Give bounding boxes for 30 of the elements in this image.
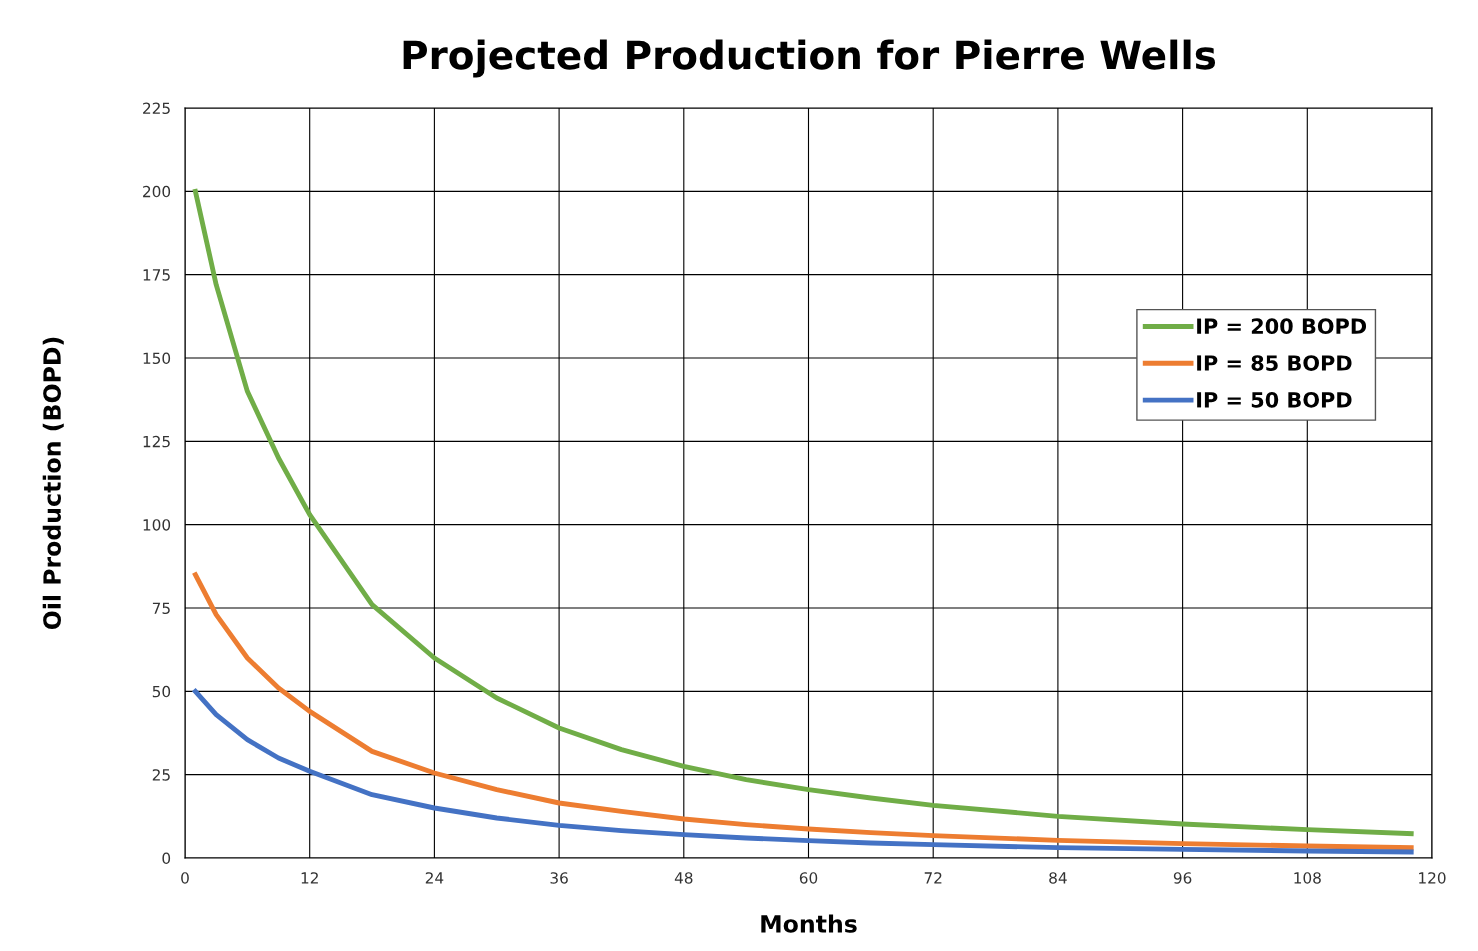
x-tick-label: 36: [550, 872, 568, 884]
x-axis-title: Months: [761, 914, 857, 933]
x-tick-label: 96: [1173, 872, 1192, 884]
y-tick-label: 175: [143, 269, 170, 281]
x-tick-label: 72: [924, 872, 942, 884]
line-series: [192, 688, 1414, 855]
y-tick-label: 75: [152, 602, 170, 615]
line-series: [192, 572, 1414, 851]
x-tick-label: 108: [1294, 872, 1321, 884]
x-tick-label: 0: [181, 872, 189, 884]
y-tick-label: 125: [143, 435, 170, 448]
x-tick-label: 84: [1049, 872, 1067, 884]
y-tick-label: 100: [143, 519, 171, 531]
y-tick-label: 150: [143, 352, 171, 365]
x-tick-label: 120: [1419, 872, 1446, 884]
x-tick-label: 48: [674, 872, 693, 884]
y-tick-label: 200: [143, 185, 171, 198]
x-tick-label: 12: [301, 872, 318, 884]
y-axis-title: Oil Production (BOPD): [42, 337, 64, 630]
y-tick-label: 225: [143, 102, 170, 115]
legend-label: IP = 85 BOPD: [1197, 355, 1352, 371]
y-tick-label: 0: [162, 852, 171, 865]
y-tick-label: 25: [152, 769, 170, 781]
legend-label: IP = 200 BOPD: [1197, 318, 1367, 335]
x-tick-label: 60: [799, 872, 818, 884]
x-tick-label: 24: [425, 872, 444, 884]
chart-title: Projected Production for Pierre Wells: [403, 39, 1216, 78]
line-series: [192, 188, 1414, 837]
legend-label: IP = 50 BOPD: [1197, 391, 1352, 408]
y-tick-label: 50: [152, 685, 171, 698]
